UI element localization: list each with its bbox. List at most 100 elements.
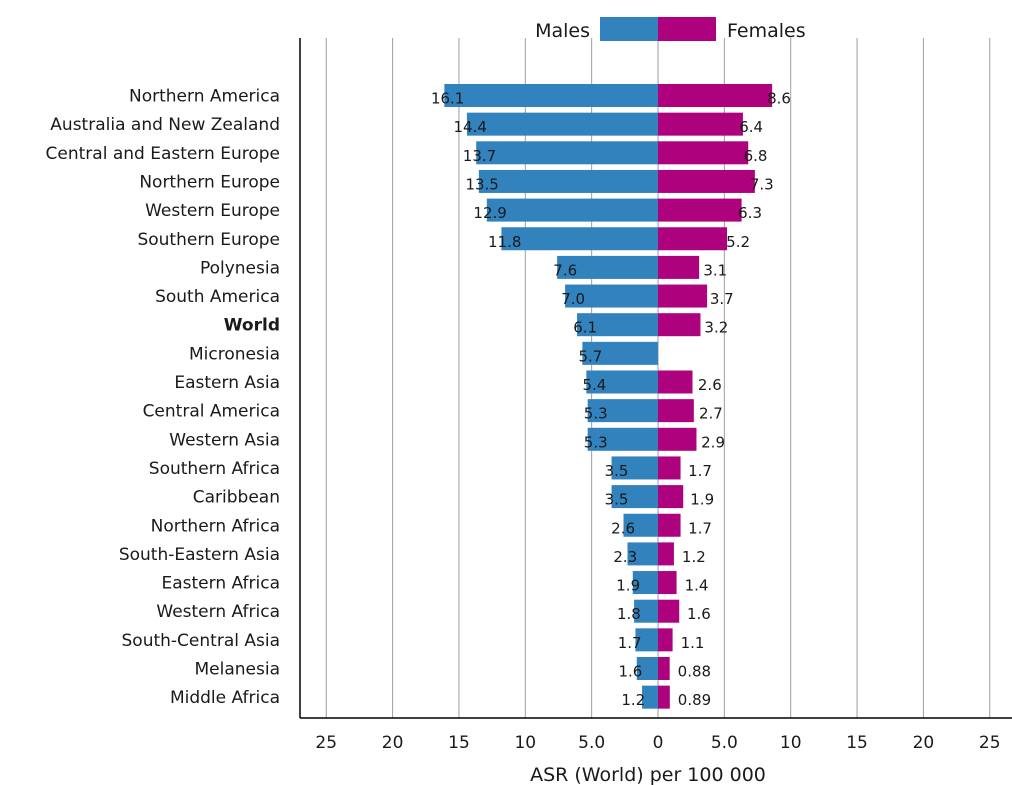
category-labels: Northern America Australia and New Zealan… (46, 87, 280, 709)
bar-females (658, 571, 677, 595)
legend: Males Females (535, 17, 806, 42)
value-label-females: 6.8 (744, 147, 768, 165)
value-label-males: 14.4 (454, 118, 487, 136)
value-label-males: 2.3 (613, 548, 637, 566)
bar-females (658, 227, 728, 251)
legend-females-label: Females (727, 20, 806, 42)
category-label: Eastern Africa (162, 574, 281, 594)
category-label: Melanesia (195, 660, 281, 680)
value-label-females: 5.2 (726, 233, 750, 251)
bar-females (658, 485, 684, 509)
bar-males (627, 542, 658, 566)
value-label-males: 2.6 (611, 519, 635, 537)
value-label-males: 1.9 (616, 577, 640, 595)
value-label-females: 8.6 (767, 90, 791, 108)
bar-females (658, 255, 700, 279)
bar-females (658, 112, 743, 136)
value-label-females: 2.6 (698, 376, 722, 394)
legend-females-swatch (658, 17, 716, 41)
x-tick-label: 20 (913, 733, 935, 753)
bar-males (634, 599, 658, 623)
bars (444, 84, 773, 709)
bar-males (623, 513, 658, 537)
value-label-females: 1.6 (687, 605, 711, 623)
bar-males (642, 685, 658, 709)
category-label: South-Eastern Asia (119, 545, 280, 565)
category-label: Southern Europe (137, 230, 280, 250)
value-label-females: 3.2 (704, 319, 728, 337)
bar-females (658, 456, 681, 480)
bar-males (557, 255, 658, 279)
value-label-males: 16.1 (431, 90, 464, 108)
bar-females (658, 513, 681, 537)
bar-females (658, 169, 755, 193)
category-label: South-Central Asia (122, 631, 280, 651)
value-label-females: 2.9 (701, 433, 725, 451)
category-label: Northern America (129, 87, 280, 107)
category-label: Western Africa (156, 602, 280, 622)
bar-males (582, 341, 658, 365)
category-label: Northern Africa (151, 516, 280, 536)
bar-males (577, 313, 658, 337)
bar-females (658, 427, 697, 451)
category-label: Central America (143, 402, 280, 422)
bar-males (478, 169, 658, 193)
bar-females (658, 141, 749, 165)
x-tick-label: 10 (514, 733, 536, 753)
value-label-females: 0.89 (678, 691, 711, 709)
x-tick-label: 25 (979, 733, 1001, 753)
bar-males (565, 284, 658, 308)
bar-males (632, 571, 658, 595)
value-label-females: 6.4 (739, 118, 763, 136)
bar-males (476, 141, 658, 165)
x-tick-labels: 25 20 15 10 5.0 0 5.0 10 15 20 25 (315, 733, 1000, 753)
value-label-males: 13.7 (463, 147, 496, 165)
x-tick-label: 15 (846, 733, 868, 753)
value-label-males: 5.7 (579, 347, 603, 365)
value-labels: 16.1 8.6 14.4 6.4 13.7 6.8 13.5 7.3 12.9 6.3 11.8 5… (431, 90, 791, 710)
x-tick-label: 10 (780, 733, 802, 753)
bar-males (444, 84, 658, 107)
value-label-males: 6.1 (573, 319, 597, 337)
value-label-females: 1.7 (688, 519, 712, 537)
bar-males (635, 628, 658, 652)
x-tick-label: 5.0 (578, 733, 605, 753)
value-label-females: 7.3 (750, 175, 774, 193)
bar-males (611, 485, 658, 509)
category-label: World (224, 316, 280, 336)
value-label-females: 6.3 (738, 204, 762, 222)
value-label-males: 12.9 (473, 204, 506, 222)
bar-males (611, 456, 658, 480)
bar-females (658, 399, 694, 423)
bar-females (658, 599, 680, 623)
value-label-females: 3.1 (703, 261, 727, 279)
value-label-males: 1.8 (617, 605, 641, 623)
value-label-females: 2.7 (699, 405, 723, 423)
bar-females (658, 542, 674, 566)
category-label: Polynesia (200, 258, 280, 278)
bar-males (466, 112, 658, 136)
value-label-females: 1.7 (688, 462, 712, 480)
value-label-females: 1.4 (685, 577, 709, 595)
bar-males (501, 227, 658, 251)
value-label-males: 5.4 (582, 376, 606, 394)
value-label-males: 5.3 (584, 405, 608, 423)
value-label-females: 1.1 (681, 634, 705, 652)
value-label-males: 1.6 (618, 663, 642, 681)
legend-males-swatch (600, 17, 658, 41)
value-label-males: 5.3 (584, 433, 608, 451)
value-label-males: 7.0 (561, 290, 585, 308)
category-label: South America (155, 287, 280, 307)
bar-males (586, 370, 658, 394)
bar-females (658, 628, 673, 652)
value-label-males: 13.5 (465, 175, 498, 193)
bar-females (658, 84, 773, 107)
category-label: Eastern Asia (174, 373, 280, 393)
bar-males (636, 657, 658, 680)
legend-males-label: Males (535, 20, 590, 42)
x-axis-title: ASR (World) per 100 000 (530, 764, 766, 785)
value-label-females: 3.7 (710, 290, 734, 308)
x-tick-label: 0 (653, 733, 664, 753)
value-label-males: 7.6 (553, 261, 577, 279)
